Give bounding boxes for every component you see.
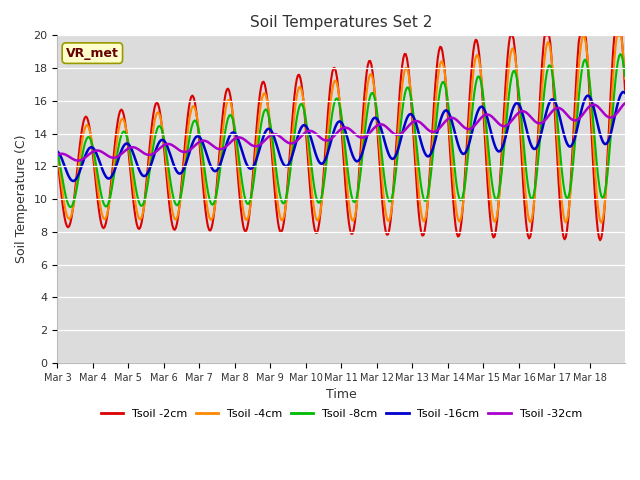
Y-axis label: Soil Temperature (C): Soil Temperature (C)	[15, 135, 28, 264]
X-axis label: Time: Time	[326, 388, 356, 401]
Legend: Tsoil -2cm, Tsoil -4cm, Tsoil -8cm, Tsoil -16cm, Tsoil -32cm: Tsoil -2cm, Tsoil -4cm, Tsoil -8cm, Tsoi…	[96, 404, 586, 423]
Title: Soil Temperatures Set 2: Soil Temperatures Set 2	[250, 15, 433, 30]
Text: VR_met: VR_met	[66, 47, 119, 60]
